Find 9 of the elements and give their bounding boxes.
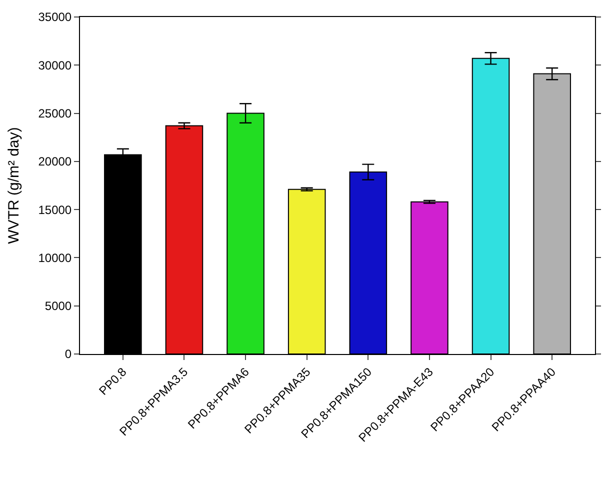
y-tick-label: 35000 — [38, 10, 72, 24]
y-tick-label: 25000 — [38, 106, 72, 120]
y-tick-label: 20000 — [38, 154, 72, 169]
y-tick-label: 30000 — [38, 58, 72, 72]
y-tick-label: 15000 — [38, 202, 72, 217]
y-tick-label: 0 — [64, 347, 72, 362]
y-axis-title: WVTR (g/m² day) — [5, 127, 22, 244]
y-tick-label: 10000 — [38, 250, 72, 265]
y-tick-label: 5000 — [44, 299, 72, 314]
